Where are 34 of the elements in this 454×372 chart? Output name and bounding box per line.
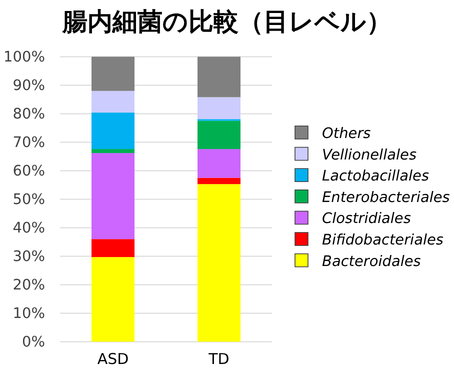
bar: [92, 239, 134, 258]
y-tick-label: 0%: [22, 334, 45, 351]
bar: [198, 184, 240, 342]
x-tick-label: TD: [208, 350, 230, 368]
bar: [198, 56, 240, 98]
bar: [92, 56, 134, 91]
bar: [92, 153, 134, 240]
bar: [92, 90, 134, 113]
bar: [92, 112, 134, 150]
y-tick-label: 40%: [12, 220, 45, 237]
legend-label: Others: [322, 126, 372, 142]
y-tick-label: 90%: [12, 78, 45, 94]
bar: [198, 149, 240, 178]
chart-title: 腸内細菌の比較（目レベル）: [62, 7, 392, 36]
y-tick-label: 100%: [4, 50, 45, 66]
bar: [198, 178, 240, 184]
x-tick-label: ASD: [97, 350, 129, 368]
y-tick-label: 30%: [12, 249, 45, 266]
y-tick-label: 60%: [12, 164, 45, 180]
legend-label: Lactobacillales: [322, 168, 430, 185]
y-tick-label: 80%: [12, 106, 45, 123]
legend-label: Bifidobacteriales: [322, 232, 444, 248]
bar: [92, 149, 134, 154]
y-tick-label: 20%: [12, 278, 45, 294]
y-tick-label: 10%: [12, 306, 45, 322]
bar: [198, 97, 240, 120]
legend-label: Clostridiales: [322, 211, 412, 228]
legend-label: Enterobacteriales: [322, 190, 450, 206]
bar: [198, 120, 240, 150]
legend-label: Vellionellales: [322, 147, 417, 164]
bar: [92, 257, 134, 342]
legend-label: Bacteroidales: [322, 254, 422, 270]
y-tick-label: 50%: [12, 192, 45, 208]
y-tick-label: 70%: [12, 135, 45, 152]
